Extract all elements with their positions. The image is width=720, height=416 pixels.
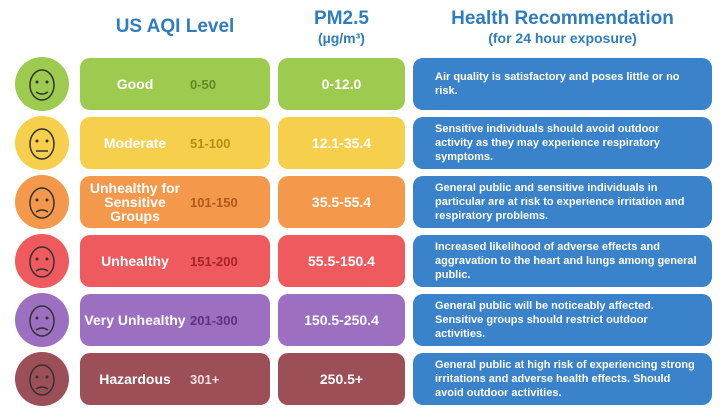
face-icon: [15, 234, 69, 288]
recommendation: General public will be noticeably affect…: [413, 294, 712, 346]
level-name: Unhealthy: [101, 253, 169, 269]
aqi-range: 101-150: [190, 194, 238, 210]
level-box: Good 0-50: [80, 58, 270, 110]
aqi-range: 0-50: [190, 76, 217, 92]
pm-range: 0-12.0: [278, 58, 405, 110]
level-box: Unhealthy for Sensitive Groups 101-150: [80, 176, 270, 228]
pm-range: 12.1-35.4: [278, 117, 405, 169]
level-box: Moderate 51-100: [80, 117, 270, 169]
aqi-title: US AQI Level: [115, 16, 235, 37]
recommendation: Air quality is satisfactory and poses li…: [413, 58, 712, 110]
pm-range: 150.5-250.4: [278, 294, 405, 346]
aqi-range: 201-300: [190, 312, 238, 328]
level-box: Hazardous 301+: [80, 353, 270, 405]
pm-range: 35.5-55.4: [278, 176, 405, 228]
level-name: Very Unhealthy: [84, 312, 186, 328]
level-name: Good: [116, 76, 154, 92]
face-icon: [15, 175, 69, 229]
rec-title: Health Recommendation: [451, 8, 674, 29]
recommendation: General public and sensitive individuals…: [413, 176, 712, 228]
face-icon: [15, 116, 69, 170]
aqi-range: 301+: [190, 371, 220, 387]
level-name: Hazardous: [99, 371, 171, 387]
face-icon: [15, 352, 69, 406]
pm-unit: (µg/m³): [318, 30, 365, 46]
level-box: Very Unhealthy 201-300: [80, 294, 270, 346]
level-name: Moderate: [103, 135, 167, 151]
aqi-range: 151-200: [190, 253, 238, 269]
level-box: Unhealthy 151-200: [80, 235, 270, 287]
pm-title: PM2.5: [314, 8, 369, 29]
recommendation: General public at high risk of experienc…: [413, 353, 712, 405]
aqi-range: 51-100: [190, 135, 231, 151]
level-name: Unhealthy for Sensitive Groups: [89, 180, 181, 224]
rec-subtitle: (for 24 hour exposure): [488, 30, 637, 46]
face-icon: [15, 293, 69, 347]
recommendation: Sensitive individuals should avoid outdo…: [413, 117, 712, 169]
pm-range: 250.5+: [278, 353, 405, 405]
recommendation: Increased likelihood of adverse effects …: [413, 235, 712, 287]
pm-range: 55.5-150.4: [278, 235, 405, 287]
face-icon: [15, 57, 69, 111]
